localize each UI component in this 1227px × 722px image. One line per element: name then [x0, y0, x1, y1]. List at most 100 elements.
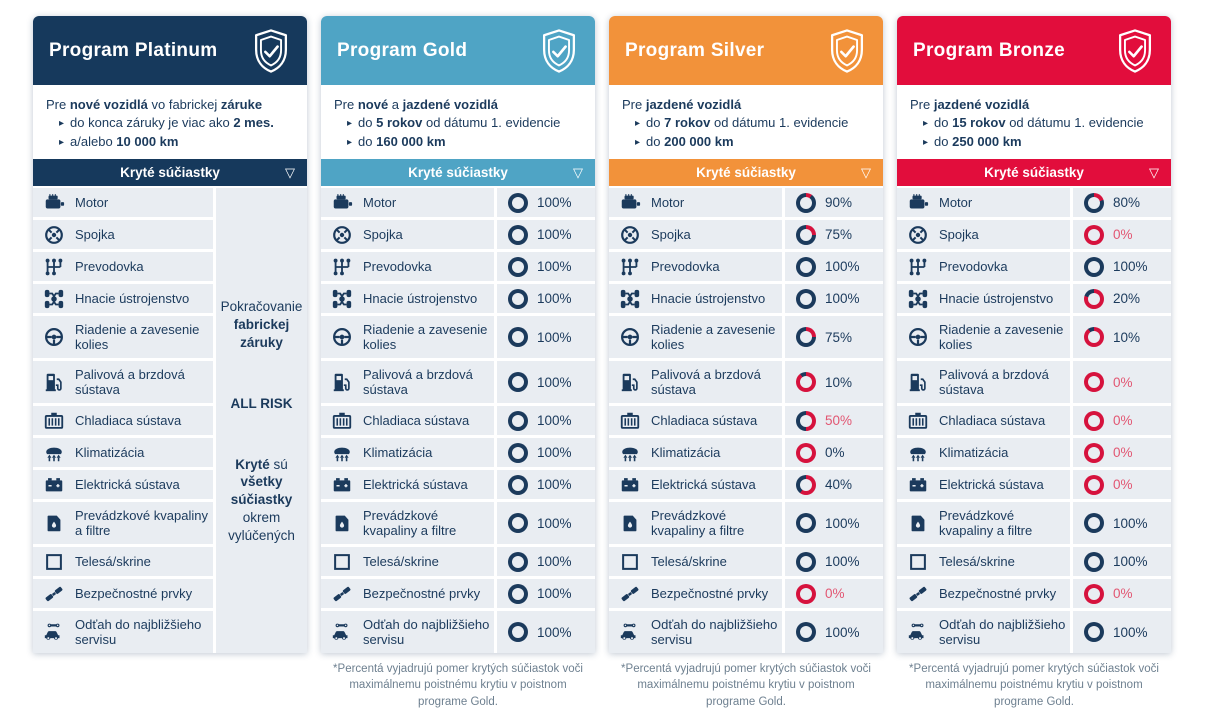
coverage-ring-icon [508, 551, 528, 572]
coverage-percent: 0% [1113, 477, 1133, 493]
ac-icon [330, 442, 354, 464]
parts-section: Motor Spojka Prevodovka Hnacie ústrojens… [33, 188, 307, 654]
engine-icon [906, 192, 930, 214]
fuel-pump-icon [618, 371, 642, 393]
covered-parts-header-bar[interactable]: Kryté súčiastky ▽ [609, 159, 883, 187]
part-label-cell: Motor [897, 188, 1070, 218]
part-label: Bezpečnostné prvky [939, 585, 1057, 601]
part-label: Motor [363, 194, 397, 210]
program-column-gold: Program Gold Pre nové a jazdené vozidlá … [321, 16, 595, 710]
coverage-percent: 100% [537, 227, 572, 243]
bullet-arrow-icon: ▸ [347, 136, 353, 148]
part-row: Prevodovka [33, 252, 213, 282]
collapse-triangle-icon: ▽ [861, 164, 871, 180]
part-label: Prevádzkové kvapaliny a filtre [75, 507, 208, 539]
program-title: Program Bronze [913, 39, 1066, 61]
part-row: Elektrická sústava [33, 470, 213, 500]
eligibility-bullet: ▸ do 160 000 km [347, 133, 446, 149]
coverage-ring-icon [796, 192, 816, 213]
coverage-percent: 100% [1113, 624, 1148, 640]
part-label: Prevodovka [939, 258, 1008, 274]
part-label: Prevodovka [363, 258, 432, 274]
eligibility-section: Pre jazdené vozidlá ▸ do 7 rokov od dátum… [609, 85, 883, 159]
engine-icon [42, 192, 66, 214]
eligibility-lead: Pre jazdené vozidlá [910, 97, 1030, 112]
bullet-arrow-icon: ▸ [59, 118, 65, 130]
clutch-icon [330, 224, 354, 246]
part-label-cell: Klimatizácia [33, 438, 213, 468]
coverage-cell: 40% [785, 470, 883, 500]
coverage-cell: 100% [785, 547, 883, 577]
bullet-arrow-icon: ▸ [923, 136, 929, 148]
clutch-icon [618, 224, 642, 246]
part-row: Hnacie ústrojenstvo [33, 284, 213, 314]
coverage-ring-icon [1084, 474, 1104, 495]
coverage-ring-icon [796, 551, 816, 572]
part-label: Riadenie a zavesenie kolies [651, 321, 776, 353]
coverage-percent: 100% [537, 413, 572, 429]
part-row: Spojka 100% [321, 220, 595, 250]
coverage-percent: 100% [537, 554, 572, 570]
part-row: Prevodovka 100% [897, 252, 1171, 282]
part-label-cell: Odťah do najbližšieho servisu [33, 611, 213, 654]
coverage-ring-icon [508, 224, 528, 245]
part-label: Riadenie a zavesenie kolies [75, 321, 200, 353]
coverage-ring-icon [1084, 622, 1104, 643]
coverage-ring-icon [796, 256, 816, 277]
percentage-footnote: *Percentá vyjadrujú pomer krytých súčias… [333, 663, 583, 708]
coverage-ring-icon [796, 442, 816, 463]
coverage-ring-icon [508, 474, 528, 495]
part-row: Elektrická sústava 100% [321, 470, 595, 500]
part-label: Klimatizácia [363, 444, 433, 460]
coverage-ring-icon [1084, 327, 1104, 348]
part-row: Motor 90% [609, 188, 883, 218]
part-row: Elektrická sústava 40% [609, 470, 883, 500]
eligibility-bullet: ▸ do 200 000 km [635, 133, 734, 149]
oil-can-icon [330, 512, 354, 534]
drivetrain-icon [618, 288, 642, 310]
part-row: Motor [33, 188, 213, 218]
covered-parts-header-bar[interactable]: Kryté súčiastky ▽ [321, 159, 595, 187]
part-label: Palivová a brzdová sústava [939, 366, 1049, 398]
covered-parts-header-bar[interactable]: Kryté súčiastky ▽ [33, 159, 307, 187]
part-label-cell: Palivová a brzdová sústava [321, 361, 494, 404]
coverage-percent: 100% [825, 291, 860, 307]
card-header: Program Gold [321, 16, 595, 85]
part-label-cell: Hnacie ústrojenstvo [609, 284, 782, 314]
platinum-side-note: Kryté sú všetky súčiastky okrem vylúčený… [228, 456, 295, 543]
coverage-ring-icon [796, 513, 816, 534]
part-label: Prevádzkové kvapaliny a filtre [363, 507, 457, 539]
clutch-icon [42, 224, 66, 246]
coverage-cell: 100% [497, 220, 595, 250]
coverage-percent: 0% [825, 445, 845, 461]
part-row: Chladiaca sústava [33, 406, 213, 436]
part-row: Motor 100% [321, 188, 595, 218]
part-label: Odťah do najbližšieho servisu [939, 616, 1066, 648]
steering-wheel-icon [330, 326, 354, 348]
part-label: Chladiaca sústava [363, 412, 470, 428]
part-label-cell: Spojka [897, 220, 1070, 250]
part-label-cell: Prevádzkové kvapaliny a filtre [897, 502, 1070, 545]
part-label-cell: Elektrická sústava [609, 470, 782, 500]
card-header: Program Platinum [33, 16, 307, 85]
coverage-cell: 75% [785, 220, 883, 250]
eligibility-section: Pre nové a jazdené vozidlá ▸ do 5 rokov o… [321, 85, 595, 159]
seatbelt-icon [330, 583, 354, 605]
covered-parts-header-bar[interactable]: Kryté súčiastky ▽ [897, 159, 1171, 187]
shield-check-icon [538, 28, 580, 74]
part-row: Telesá/skrine 100% [321, 547, 595, 577]
fuel-pump-icon [42, 371, 66, 393]
coverage-cell: 100% [497, 502, 595, 545]
ac-icon [906, 442, 930, 464]
coverage-percent: 75% [825, 329, 853, 345]
coverage-ring-icon [796, 327, 816, 348]
part-row: Bezpečnostné prvky 0% [609, 579, 883, 609]
coverage-cell: 100% [785, 252, 883, 282]
part-label-cell: Prevádzkové kvapaliny a filtre [609, 502, 782, 545]
part-row: Riadenie a zavesenie kolies 100% [321, 316, 595, 359]
shield-check-icon [250, 28, 292, 74]
part-label: Telesá/skrine [651, 553, 727, 569]
part-row: Telesá/skrine 100% [897, 547, 1171, 577]
part-label-cell: Elektrická sústava [897, 470, 1070, 500]
part-row: Prevádzkové kvapaliny a filtre 100% [897, 502, 1171, 545]
